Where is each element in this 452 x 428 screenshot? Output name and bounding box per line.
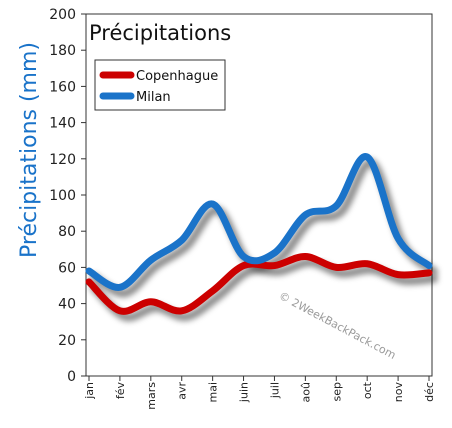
data-point-milan <box>333 203 339 209</box>
x-tick-label: nov <box>392 382 405 403</box>
y-tick-label: 100 <box>49 188 76 204</box>
y-tick-label: 200 <box>49 7 76 23</box>
data-point-copenhague <box>271 263 277 269</box>
legend: Copenhague Milan <box>94 59 226 111</box>
data-point-copenhague <box>117 308 123 314</box>
legend-label-copenhague: Copenhague <box>136 69 218 84</box>
chart-title: Précipitations <box>89 21 231 45</box>
y-axis-label: Précipitations (mm) <box>17 42 42 258</box>
data-point-copenhague <box>148 299 154 305</box>
y-tick-label: 160 <box>49 79 76 95</box>
data-point-copenhague <box>241 263 247 269</box>
series-line-milan <box>85 153 433 291</box>
data-point-milan <box>271 250 277 256</box>
x-tick-label: juin <box>238 382 251 403</box>
data-point-milan <box>117 284 123 290</box>
y-axis-ticks: 0 20 40 60 80 100 120 140 160 180 200 <box>49 7 86 385</box>
data-point-milan <box>179 237 185 243</box>
data-point-milan <box>148 257 154 263</box>
data-point-milan <box>426 263 432 269</box>
series-line-copenhague <box>85 253 433 315</box>
data-point-copenhague <box>179 308 185 314</box>
y-tick-label: 120 <box>49 152 76 168</box>
x-tick-label: sep <box>330 382 343 401</box>
data-point-copenhague <box>333 264 339 270</box>
data-point-milan <box>86 268 92 274</box>
x-tick-label: avr <box>176 382 189 400</box>
data-point-copenhague <box>210 288 216 294</box>
y-tick-label: 40 <box>58 297 76 313</box>
x-tick-label: mars <box>145 382 158 410</box>
data-point-milan <box>241 254 247 260</box>
data-point-milan <box>395 235 401 241</box>
x-axis-ticks: jan fév mars avr mai juin juil aoû sep oct nov déc <box>83 376 436 410</box>
y-tick-label: 20 <box>58 333 76 349</box>
series-lines <box>85 153 433 315</box>
legend-box <box>94 59 226 111</box>
y-tick-label: 60 <box>58 260 76 276</box>
x-tick-label: juil <box>268 382 281 399</box>
data-point-milan <box>302 212 308 218</box>
series-shadow-copenhague <box>90 258 438 322</box>
data-point-copenhague <box>302 254 308 260</box>
data-point-copenhague <box>86 279 92 285</box>
x-tick-label: mai <box>207 382 220 403</box>
x-tick-label: déc <box>423 382 436 402</box>
y-tick-label: 180 <box>49 43 76 59</box>
data-point-copenhague <box>395 272 401 278</box>
x-tick-label: oct <box>361 381 374 399</box>
data-point-copenhague <box>426 270 432 276</box>
data-point-milan <box>364 154 370 160</box>
legend-label-milan: Milan <box>136 90 171 105</box>
x-tick-label: jan <box>83 382 96 400</box>
data-point-milan <box>210 201 216 207</box>
data-point-copenhague <box>364 261 370 267</box>
y-tick-label: 140 <box>49 116 76 132</box>
x-tick-label: aoû <box>299 382 312 402</box>
x-tick-label: fév <box>114 382 127 400</box>
y-tick-label: 80 <box>58 224 76 240</box>
y-tick-label: 0 <box>67 369 76 385</box>
